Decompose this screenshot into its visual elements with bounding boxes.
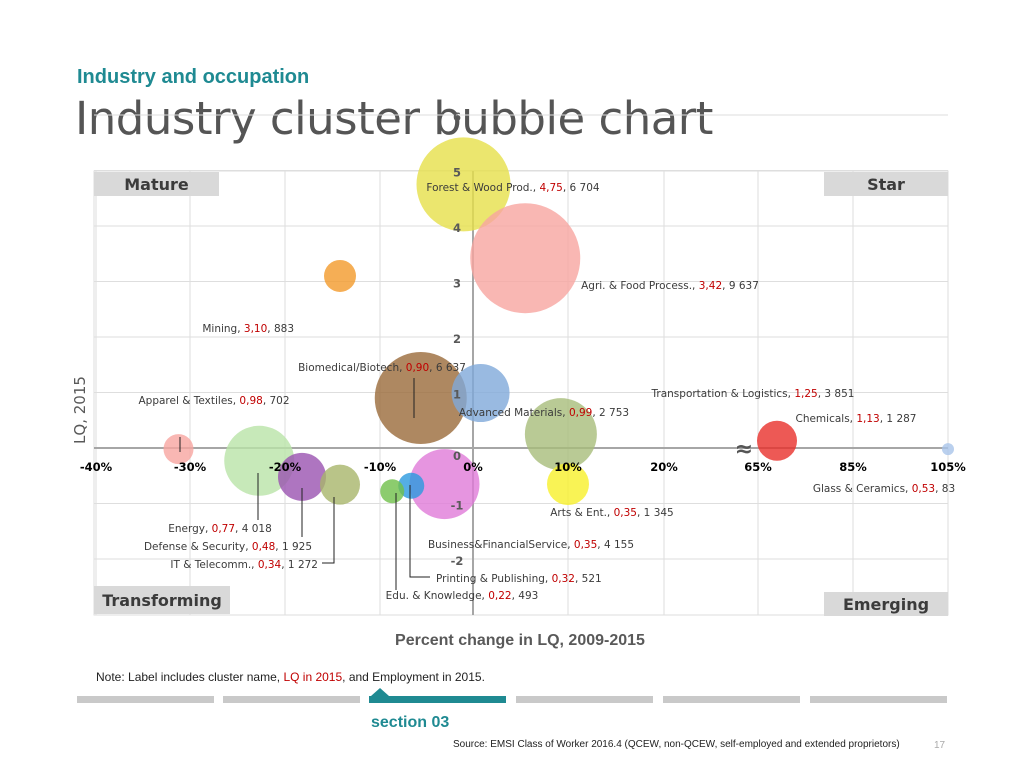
bubble-2 — [324, 259, 356, 292]
quadrant-box-transforming — [94, 586, 230, 614]
y-axis-title: LQ, 2015 — [71, 376, 89, 444]
data-label: Glass & Ceramics, 0,53, 83 — [813, 483, 955, 495]
nav-section-3[interactable] — [369, 696, 506, 703]
data-label: Edu. & Knowledge, 0,22, 493 — [386, 590, 539, 602]
quadrant-label-emerging: Emerging — [843, 595, 929, 614]
data-label: Chemicals, 1,13, 1 287 — [795, 413, 916, 425]
nav-section-5[interactable] — [663, 696, 800, 703]
quadrant-label-star: Star — [867, 175, 905, 194]
bubble-12 — [320, 464, 360, 505]
data-label: Biomedical/Biotech, 0,90, 6 637 — [298, 362, 466, 374]
x-tick-label: 20% — [650, 460, 678, 474]
leader-line — [409, 485, 430, 578]
y-tick-label: 2 — [453, 332, 461, 346]
bubble-15 — [380, 479, 405, 504]
bubble-11 — [278, 452, 326, 501]
quadrant-box-emerging — [824, 592, 948, 616]
data-label: Defense & Security, 0,48, 1 925 — [144, 541, 312, 553]
page-number: 17 — [934, 740, 946, 751]
y-tick-label: 0 — [453, 449, 461, 463]
leader-line — [322, 497, 335, 564]
chart-note: Note: Label includes cluster name, LQ in… — [96, 670, 485, 684]
x-tick-label: 85% — [839, 460, 867, 474]
x-tick-label: 105% — [930, 460, 966, 474]
x-tick-label: -20% — [269, 460, 302, 474]
plot-frame — [93, 170, 949, 616]
bubble-14 — [398, 472, 425, 499]
y-tick-label: 1 — [453, 388, 461, 402]
bubble-4 — [163, 434, 194, 465]
nav-section-4[interactable] — [516, 696, 653, 703]
bubble-9 — [547, 463, 589, 506]
data-label: Forest & Wood Prod., 4,75, 6 704 — [426, 182, 599, 194]
section-subtitle: Industry and occupation — [77, 66, 310, 88]
note-highlight: LQ in 2015 — [283, 670, 343, 684]
x-axis-title: Percent change in LQ, 2009-2015 — [395, 632, 645, 649]
data-label: Apparel & Textiles, 0,98, 702 — [138, 395, 289, 407]
y-tick-label: 3 — [453, 277, 461, 291]
x-tick-label: 0% — [463, 460, 483, 474]
y-tick-label: 6 — [453, 110, 461, 124]
y-tick-label: -1 — [451, 499, 464, 513]
bubble-10 — [224, 425, 295, 496]
x-tick-label: -40% — [80, 460, 113, 474]
bubble-5 — [451, 364, 510, 423]
nav-current-marker — [371, 688, 389, 696]
quadrant-box-mature — [94, 172, 219, 196]
section-label: section 03 — [371, 714, 450, 731]
data-label: Transportation & Logistics, 1,25, 3 851 — [651, 388, 855, 400]
data-label: Business&FinancialService, 0,35, 4 155 — [428, 539, 634, 551]
x-tick-label: 10% — [554, 460, 582, 474]
source-note: Source: EMSI Class of Worker 2016.4 (QCE… — [453, 739, 900, 750]
y-tick-label: 5 — [453, 166, 461, 180]
data-label: Advanced Materials, 0,99, 2 753 — [459, 407, 629, 419]
bubble-6 — [524, 398, 597, 471]
quadrant-label-mature: Mature — [124, 175, 189, 194]
bubble-3 — [374, 352, 467, 445]
x-tick-label: -30% — [174, 460, 207, 474]
quadrant-label-transforming: Transforming — [102, 591, 222, 610]
x-tick-label: -10% — [364, 460, 397, 474]
y-tick-label: 4 — [453, 221, 461, 235]
axis-break-icon: ≈ — [735, 437, 753, 462]
y-tick-label: -2 — [451, 554, 464, 568]
nav-section-6[interactable] — [810, 696, 947, 703]
data-label: Arts & Ent., 0,35, 1 345 — [550, 507, 674, 519]
nav-section-2[interactable] — [223, 696, 360, 703]
bubble-13 — [409, 449, 480, 520]
data-label: Energy, 0,77, 4 018 — [168, 523, 272, 535]
x-tick-label: 65% — [744, 460, 772, 474]
bubble-7 — [757, 420, 797, 461]
bubble-0 — [416, 137, 511, 232]
data-label: Agri. & Food Process., 3,42, 9 637 — [581, 280, 759, 292]
bubble-1 — [470, 203, 581, 314]
data-label: Mining, 3,10, 883 — [202, 323, 294, 335]
data-label: Printing & Publishing, 0,32, 521 — [436, 573, 602, 585]
quadrant-box-star — [824, 172, 948, 196]
bubble-8 — [942, 443, 954, 456]
page-title: Industry cluster bubble chart — [75, 92, 713, 145]
data-label: IT & Telecomm., 0,34, 1 272 — [170, 559, 318, 571]
nav-section-1[interactable] — [77, 696, 214, 703]
